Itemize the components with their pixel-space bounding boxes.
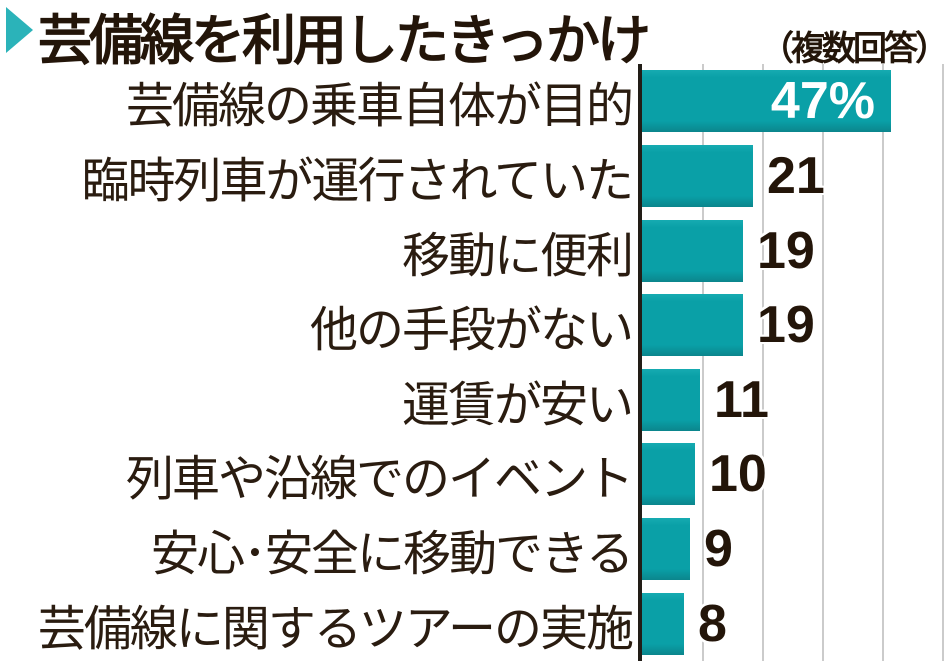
bar-value: 10 <box>709 445 767 504</box>
bar-row: 芸備線の乗車自体が目的 47% <box>0 64 946 139</box>
bar <box>642 592 684 655</box>
category-label: 列車や沿線でのイベント <box>125 453 634 507</box>
bar-row: 移動に便利 19 <box>0 213 946 288</box>
bar <box>642 144 753 207</box>
category-label: 運賃が安い <box>401 378 634 432</box>
category-axis-line <box>638 64 642 661</box>
bar-row: 列車や沿線でのイベント 10 <box>0 437 946 512</box>
category-label: 臨時列車が運行されていた <box>81 154 634 208</box>
category-label: 安心･安全に移動できる <box>150 528 634 582</box>
bar <box>642 70 891 133</box>
bar <box>642 518 690 581</box>
bar-row: 他の手段がない 19 <box>0 288 946 363</box>
bar-value: 21 <box>767 146 825 205</box>
gridline <box>702 64 704 661</box>
category-label: 芸備線に関するツアーの実施 <box>37 602 634 656</box>
gridline <box>762 64 764 661</box>
bar-row: 運賃が安い 11 <box>0 363 946 438</box>
category-label: 他の手段がない <box>309 304 634 358</box>
bar <box>642 294 743 357</box>
bar-row: 安心･安全に移動できる 9 <box>0 512 946 587</box>
category-label: 移動に便利 <box>401 229 634 283</box>
bar <box>642 368 700 431</box>
bar <box>642 443 695 506</box>
bar-value: 11 <box>714 370 769 429</box>
gridline <box>822 64 824 661</box>
bar-row: 芸備線に関するツアーの実施 8 <box>0 586 946 661</box>
page-title: 芸備線を利用したきっかけ <box>38 11 651 71</box>
bar-value: 19 <box>757 221 815 280</box>
page-subtitle: （複数回答） <box>760 30 946 68</box>
category-label: 芸備線の乗車自体が目的 <box>125 80 634 134</box>
gridline <box>882 64 884 661</box>
chart-header: 芸備線を利用したきっかけ （複数回答） <box>0 0 946 71</box>
gridline <box>942 64 944 661</box>
bar-value: 19 <box>757 296 815 355</box>
bar <box>642 219 743 282</box>
bar-value: 8 <box>698 594 727 653</box>
bar-value: 47% <box>770 72 875 131</box>
bar-value: 9 <box>704 520 733 579</box>
right-triangle-marker-icon <box>6 7 33 53</box>
bar-chart: 芸備線の乗車自体が目的 47% 臨時列車が運行されていた 21 移動に便利 19 他の手段が… <box>0 64 946 661</box>
bar-row: 臨時列車が運行されていた 21 <box>0 139 946 214</box>
